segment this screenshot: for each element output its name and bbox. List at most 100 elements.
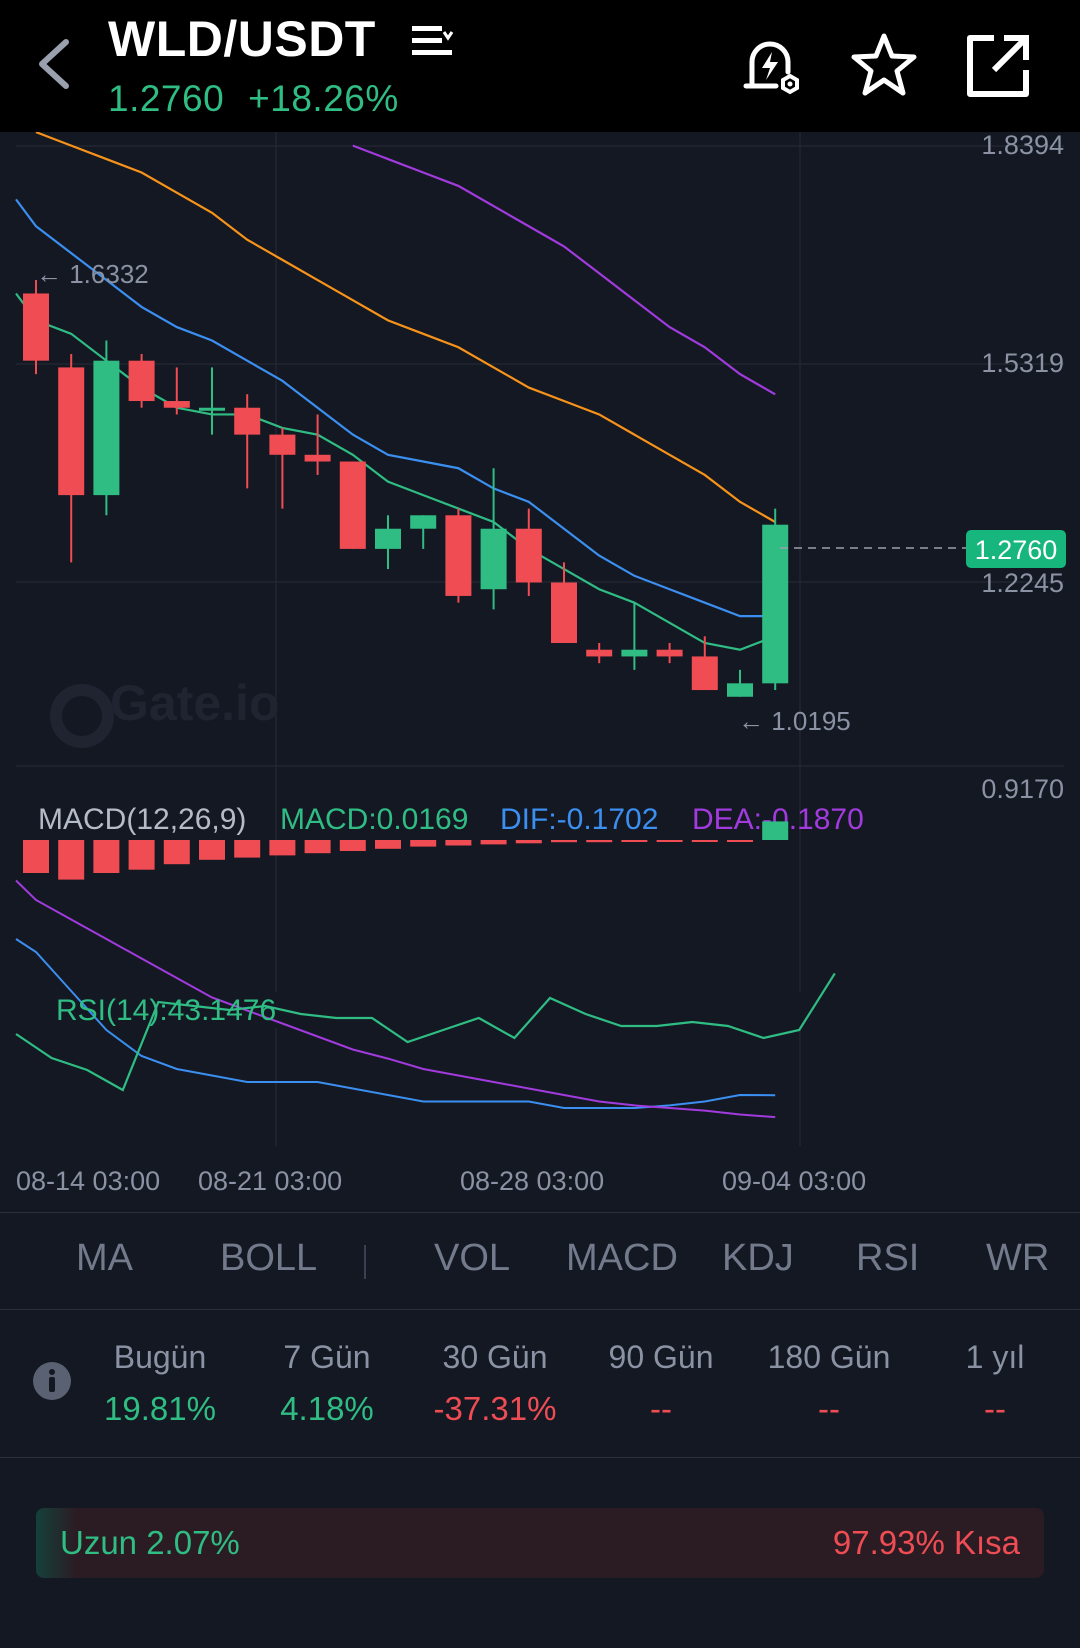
candle-down: [551, 582, 577, 643]
pair-title[interactable]: WLD/USDT: [108, 11, 376, 67]
high-price-marker: ← 1.6332: [36, 259, 149, 289]
period-change: --: [650, 1390, 672, 1427]
candle-up: [480, 528, 507, 590]
macd-histogram-bar: [93, 840, 120, 873]
favorite-star-icon[interactable]: [846, 28, 922, 104]
performance-period: 30 Gün -37.31%: [410, 1339, 580, 1428]
tab-kdj[interactable]: KDJ: [722, 1237, 794, 1279]
macd-histogram-bar: [269, 840, 296, 856]
time-axis-label: 09-04 03:00: [722, 1166, 866, 1196]
pair-menu-icon[interactable]: [410, 20, 454, 62]
macd-histogram-bar: [339, 840, 366, 851]
candle-down: [234, 407, 261, 435]
last-price: 1.2760: [108, 78, 225, 119]
period-change: 19.81%: [104, 1390, 216, 1427]
candle-down: [304, 454, 331, 462]
candle-down: [445, 515, 472, 596]
long-ratio-label: Uzun 2.07%: [60, 1524, 240, 1561]
dea-line: [15, 879, 776, 1119]
macd-histogram-bar: [234, 840, 261, 858]
period-label: 90 Gün: [608, 1339, 714, 1375]
candle-down: [656, 649, 683, 657]
header: WLD/USDT 1.2760 +18.26%: [0, 0, 1080, 132]
rsi-legend: RSI(14):43.1476: [56, 994, 276, 1027]
macd-histogram-bar: [304, 840, 331, 854]
period-label: Bugün: [113, 1339, 207, 1375]
macd-histogram-bar: [762, 821, 789, 840]
macd-histogram-bar: [656, 840, 683, 842]
gateio-watermark: Gate.io: [110, 675, 279, 731]
macd-histogram-bar: [23, 840, 49, 873]
candle-up: [375, 528, 401, 549]
short-ratio-label: 97.93% Kısa: [832, 1524, 1020, 1561]
dif-value: DIF:-0.1702: [500, 803, 658, 836]
performance-period: Bugün 19.81%: [75, 1339, 245, 1428]
current-price-tag: 1.2760: [975, 535, 1058, 565]
candle-down: [58, 367, 85, 496]
price-line: 1.2760 +18.26%: [108, 78, 399, 120]
tab-wr[interactable]: WR: [986, 1237, 1050, 1279]
price-axis-label: 1.5319: [981, 348, 1064, 378]
price-alert-bell-icon[interactable]: [732, 28, 808, 104]
kline-chart[interactable]: Gate.io 1.8394 1.5319 1.2245 0.9170 1.27…: [0, 132, 1080, 1212]
back-arrow-icon[interactable]: [30, 34, 80, 94]
candle-up: [762, 524, 789, 684]
share-icon[interactable]: [960, 28, 1036, 104]
macd-histogram-bar: [58, 840, 85, 880]
candle-up: [410, 515, 437, 529]
candle-up: [621, 649, 648, 657]
price-change: +18.26%: [248, 78, 399, 119]
period-change: -37.31%: [433, 1390, 557, 1427]
long-short-ratio-bar: Uzun 2.07% 97.93% Kısa: [36, 1508, 1044, 1578]
ma-line-3: [35, 132, 776, 523]
time-axis-label: 08-14 03:00: [16, 1166, 160, 1196]
tab-divider: [364, 1245, 366, 1279]
candle-down: [269, 434, 296, 455]
macd-histogram-bar: [375, 840, 401, 849]
macd-value: MACD:0.0169: [280, 803, 468, 836]
candle-up: [93, 360, 120, 496]
current-price-tag-bg: [966, 530, 1066, 568]
macd-legend: MACD(12,26,9) MACD:0.0169 DIF:-0.1702 DE…: [38, 803, 864, 836]
macd-histogram-bar: [410, 840, 437, 847]
ma-line-4: [352, 144, 776, 396]
candle-down: [23, 293, 49, 361]
period-change: --: [818, 1390, 840, 1427]
gateio-logo-icon: [50, 684, 114, 748]
macd-histogram-bar: [199, 840, 225, 860]
tab-boll[interactable]: BOLL: [220, 1237, 318, 1279]
candle-down: [691, 656, 718, 691]
price-axis-label: 1.2245: [981, 568, 1064, 598]
candle-down: [128, 360, 155, 402]
macd-panel: [15, 821, 789, 1119]
ma-line-1: [15, 292, 776, 651]
period-label: 30 Gün: [442, 1339, 548, 1375]
candle-down: [339, 461, 366, 549]
ma-line-2: [15, 198, 776, 618]
macd-histogram-bar: [621, 840, 648, 842]
macd-histogram-bar: [515, 840, 542, 844]
macd-histogram-bar: [128, 840, 155, 870]
tab-vol[interactable]: VOL: [434, 1237, 511, 1279]
performance-period: 180 Gün --: [744, 1339, 914, 1428]
rsi-panel: [15, 972, 836, 1092]
performance-period: 90 Gün --: [576, 1339, 746, 1428]
period-label: 1 yıl: [965, 1339, 1025, 1375]
period-label: 7 Gün: [283, 1339, 371, 1375]
candle-up: [199, 407, 225, 411]
macd-histogram-bar: [480, 840, 507, 845]
info-icon[interactable]: [32, 1361, 72, 1401]
tab-macd[interactable]: MACD: [566, 1237, 678, 1279]
candle-down: [586, 649, 613, 657]
price-axis-label: 1.8394: [981, 132, 1064, 160]
candle-down: [515, 528, 542, 583]
macd-histogram-bar: [551, 840, 577, 843]
macd-histogram-bar: [163, 840, 190, 865]
tab-rsi[interactable]: RSI: [856, 1237, 920, 1279]
candle-up: [727, 683, 753, 697]
tab-ma[interactable]: MA: [76, 1237, 133, 1279]
macd-histogram-bar: [445, 840, 472, 846]
period-label: 180 Gün: [767, 1339, 891, 1375]
candlesticks: [23, 280, 789, 697]
performance-period: 7 Gün 4.18%: [242, 1339, 412, 1428]
